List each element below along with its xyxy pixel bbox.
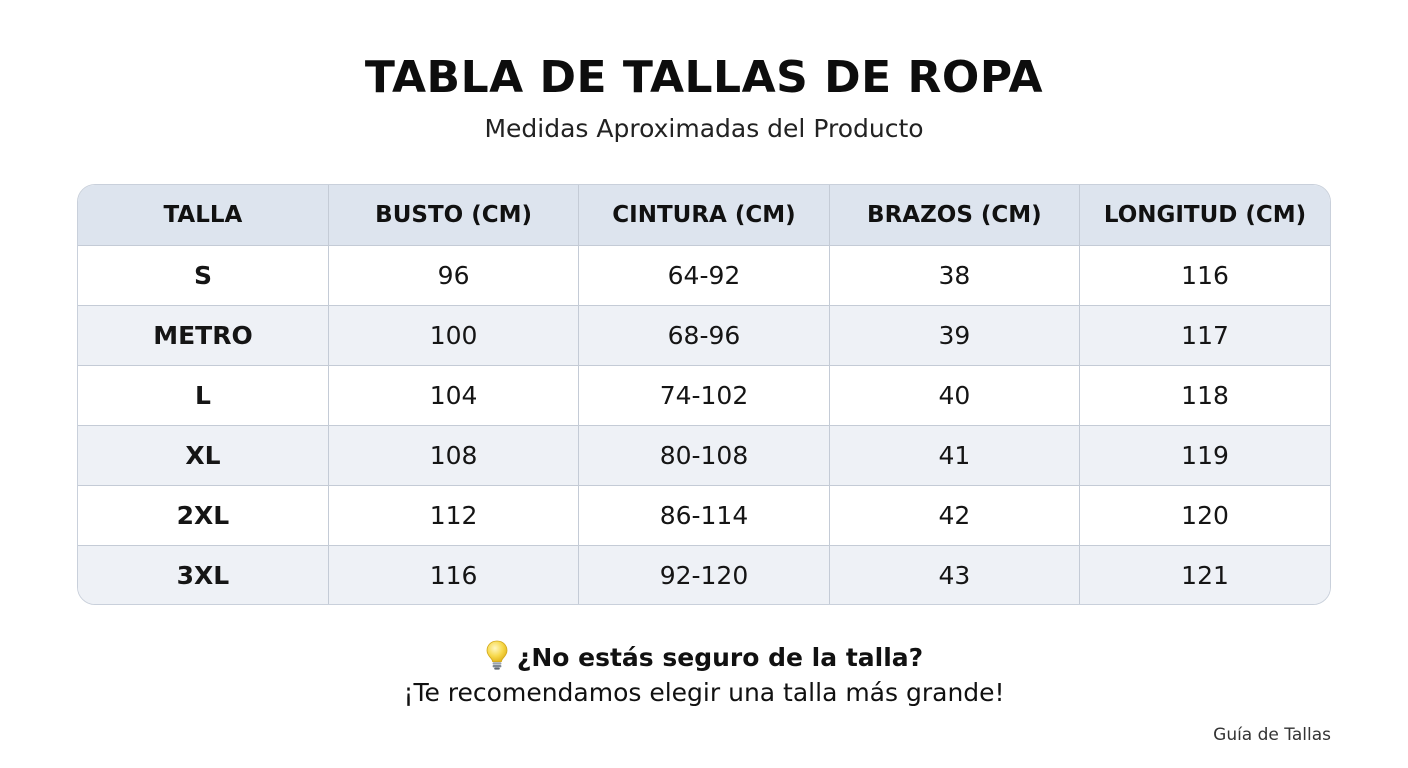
size-cell: L [78, 365, 329, 426]
table-row: 3XL 116 92-120 43 121 [78, 545, 1330, 604]
tip-recommendation: ¡Te recomendamos elegir una talla más gr… [403, 678, 1005, 707]
busto-cell: 96 [328, 245, 580, 306]
cintura-cell: 86-114 [578, 485, 830, 546]
page-subtitle: Medidas Aproximadas del Producto [484, 114, 924, 143]
busto-cell: 108 [328, 425, 580, 486]
brazos-cell: 43 [829, 545, 1081, 604]
table-row: L 104 74-102 40 118 [78, 365, 1330, 426]
longitud-cell: 116 [1079, 245, 1330, 306]
cintura-cell: 92-120 [578, 545, 830, 604]
column-header-cintura: CINTURA (CM) [578, 185, 830, 246]
brazos-cell: 39 [829, 305, 1081, 366]
table-row: METRO 100 68-96 39 117 [78, 305, 1330, 366]
size-table-container: TALLA BUSTO (CM) CINTURA (CM) BRAZOS (CM… [77, 184, 1331, 605]
size-cell: S [78, 245, 329, 306]
table-header-row: TALLA BUSTO (CM) CINTURA (CM) BRAZOS (CM… [78, 185, 1330, 246]
busto-cell: 116 [328, 545, 580, 604]
column-header-brazos: BRAZOS (CM) [829, 185, 1081, 246]
size-table: TALLA BUSTO (CM) CINTURA (CM) BRAZOS (CM… [78, 185, 1330, 604]
table-row: XL 108 80-108 41 119 [78, 425, 1330, 486]
busto-cell: 104 [328, 365, 580, 426]
lightbulb-icon [485, 640, 509, 670]
longitud-cell: 119 [1079, 425, 1330, 486]
column-header-busto: BUSTO (CM) [328, 185, 580, 246]
column-header-talla: TALLA [78, 185, 329, 246]
size-cell: XL [78, 425, 329, 486]
size-cell: 3XL [78, 545, 329, 604]
cintura-cell: 68-96 [578, 305, 830, 366]
cintura-cell: 74-102 [578, 365, 830, 426]
table-row: 2XL 112 86-114 42 120 [78, 485, 1330, 546]
longitud-cell: 121 [1181, 560, 1229, 590]
brazos-cell: 38 [829, 245, 1081, 306]
longitud-cell: 120 [1079, 485, 1330, 546]
brazos-cell: 40 [829, 365, 1081, 426]
size-cell: 2XL [78, 485, 329, 546]
longitud-cell: 117 [1079, 305, 1330, 366]
tip-question: ¿No estás seguro de la talla? [516, 643, 924, 672]
tip-question-line: ¿No estás seguro de la talla? [0, 640, 1408, 672]
busto-cell: 112 [328, 485, 580, 546]
table-row: S 96 64-92 38 116 [78, 245, 1330, 306]
footer-note: Guía de Tallas [1213, 725, 1331, 745]
busto-cell: 100 [328, 305, 580, 366]
page-title: TABLA DE TALLAS DE ROPA [364, 52, 1044, 103]
cintura-cell: 64-92 [578, 245, 830, 306]
column-header-longitud: LONGITUD (CM) [1079, 185, 1330, 246]
brazos-cell: 42 [829, 485, 1081, 546]
cintura-cell: 80-108 [578, 425, 830, 486]
longitud-cell: 118 [1079, 365, 1330, 426]
size-cell: METRO [78, 305, 329, 366]
brazos-cell: 41 [829, 425, 1081, 486]
